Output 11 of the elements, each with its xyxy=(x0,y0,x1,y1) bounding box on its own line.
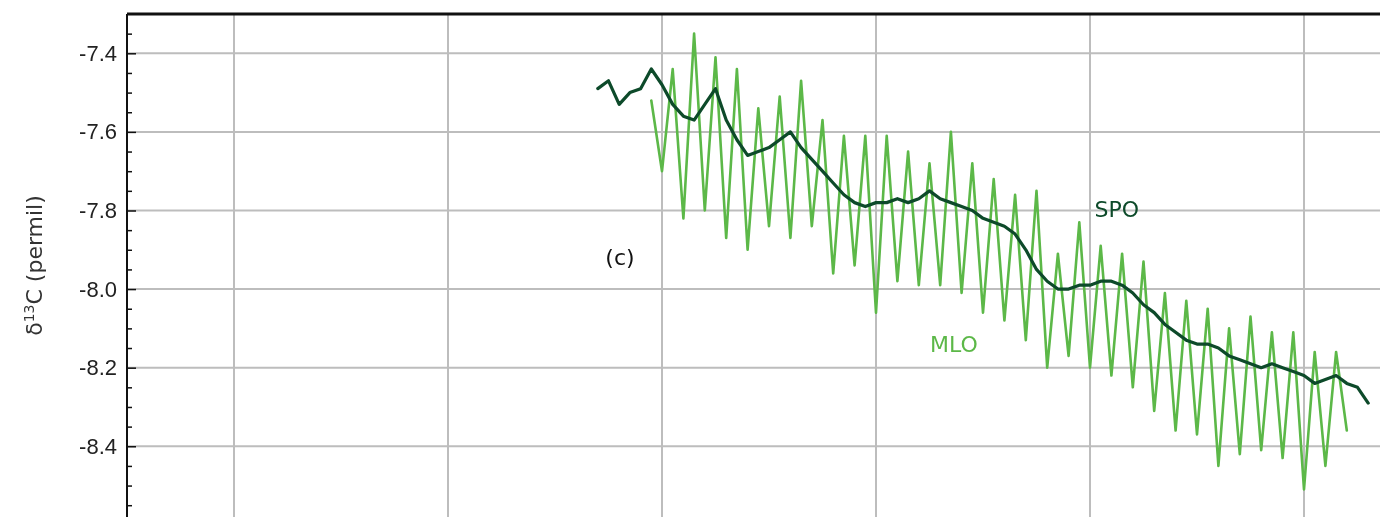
y-tick-label: -7.8 xyxy=(79,198,117,224)
series-label: MLO xyxy=(930,331,978,357)
y-tick-label: -7.6 xyxy=(79,119,117,145)
y-tick-label: -8.4 xyxy=(79,433,117,459)
annotation: (c) xyxy=(605,245,635,270)
y-tick-label: -8.0 xyxy=(79,276,117,302)
text: SPO xyxy=(1094,197,1140,223)
line-series xyxy=(650,32,1349,491)
line-series xyxy=(596,67,1370,405)
y-tick-label: -8.2 xyxy=(79,355,117,381)
y-tick-label: -7.4 xyxy=(79,40,117,66)
